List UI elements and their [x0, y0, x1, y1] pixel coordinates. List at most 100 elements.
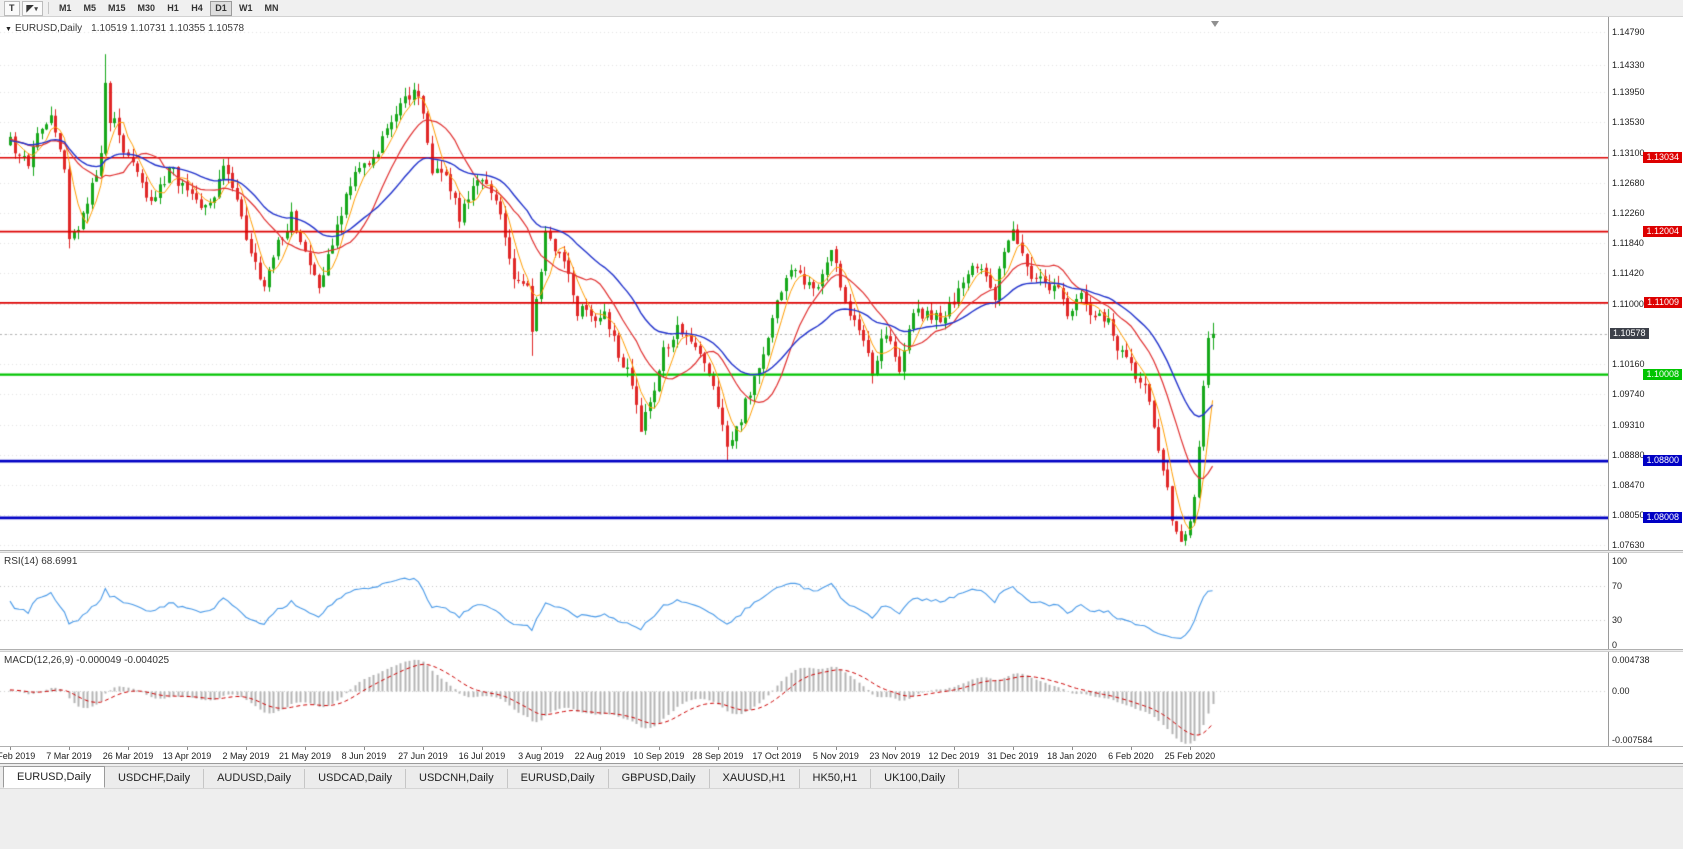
date-label: 7 Mar 2019 — [46, 751, 92, 761]
rsi-scale-label: 100 — [1612, 556, 1628, 566]
timeframe-button-m30[interactable]: M30 — [132, 1, 160, 16]
timeframe-button-m1[interactable]: M1 — [54, 1, 77, 16]
hline-price-badge[interactable]: 1.08800 — [1643, 455, 1682, 467]
date-tick — [186, 747, 188, 750]
date-label: 13 Apr 2019 — [162, 751, 212, 761]
rsi-indicator-panel: RSI(14) 68.6991 — [0, 553, 1608, 649]
macd-label: MACD(12,26,9) -0.000049 -0.004025 — [4, 655, 170, 666]
rsi-scale-label: 0 — [1612, 640, 1618, 650]
hline-price-badge[interactable]: 1.13034 — [1643, 151, 1682, 163]
date-tick — [1189, 747, 1191, 750]
date-label: 25 Feb 2020 — [1164, 751, 1216, 761]
chart-tab-3[interactable]: USDCAD,Daily — [305, 769, 407, 788]
price-tick-label: 1.12260 — [1612, 208, 1645, 219]
chart-tab-6[interactable]: GBPUSD,Daily — [609, 769, 710, 788]
date-tick — [540, 747, 542, 750]
chart-tab-5[interactable]: EURUSD,Daily — [508, 769, 609, 788]
price-tick-label: 1.11000 — [1612, 298, 1644, 309]
rsi-scale-label: 30 — [1612, 614, 1623, 625]
chart-tabs-bar: EURUSD,Daily USDCHF,Daily AUDUSD,Daily USDC… — [0, 766, 1683, 789]
date-tick — [776, 747, 778, 750]
current-price-badge: 1.10578 — [1610, 327, 1649, 339]
price-axis-column[interactable]: 1.14790 1.14330 1.13950 1.13530 1.13100 1.126… — [1608, 17, 1683, 746]
date-tick — [835, 747, 837, 750]
chart-ohlc-values: 1.10519 1.10731 1.10355 1.10578 — [91, 23, 245, 34]
macd-canvas[interactable] — [0, 652, 1608, 746]
date-label: 8 Jun 2019 — [341, 751, 387, 761]
date-label: 16 Jul 2019 — [458, 751, 506, 761]
date-label: 2 May 2019 — [222, 751, 270, 761]
timeframe-button-w1[interactable]: W1 — [234, 1, 258, 16]
price-tick-label: 1.14790 — [1612, 27, 1645, 37]
date-label: 12 Dec 2019 — [928, 751, 980, 761]
panel-resize-handle-macd[interactable] — [0, 649, 1683, 652]
price-tick-label: 1.14330 — [1612, 59, 1645, 70]
date-label: 27 Jun 2019 — [398, 751, 448, 761]
chart-tab-7[interactable]: XAUUSD,H1 — [710, 769, 800, 788]
date-tick — [481, 747, 483, 750]
chart-tab-9[interactable]: UK100,Daily — [871, 769, 960, 788]
date-label: 22 Aug 2019 — [574, 751, 626, 761]
price-chart-canvas[interactable] — [0, 17, 1608, 550]
macd-scale-label: -0.007584 — [1612, 735, 1653, 745]
price-tick-label: 1.09310 — [1612, 419, 1645, 430]
date-tick — [717, 747, 719, 750]
price-tick-label: 1.13530 — [1612, 117, 1645, 128]
date-tick — [127, 747, 129, 750]
chart-tab-4[interactable]: USDCNH,Daily — [406, 769, 508, 788]
date-label: 17 Oct 2019 — [752, 751, 802, 761]
chart-title: ▼ EURUSD,Daily 1.10519 1.10731 1.10355 1.1… — [5, 23, 244, 34]
toolbar-separator — [47, 2, 49, 14]
timeframe-button-m5[interactable]: M5 — [78, 1, 101, 16]
macd-indicator-panel: MACD(12,26,9) -0.000049 -0.004025 — [0, 652, 1608, 746]
date-tick — [953, 747, 955, 750]
timeframe-button-m15[interactable]: M15 — [103, 1, 131, 16]
price-tick-label: 1.10160 — [1612, 358, 1645, 369]
hline-price-badge[interactable]: 1.10008 — [1643, 368, 1682, 380]
pointer-icon: ◤ — [26, 2, 34, 13]
date-tick — [599, 747, 601, 750]
date-label: 16 Feb 2019 — [0, 751, 36, 761]
chart-tab-8[interactable]: HK50,H1 — [800, 769, 872, 788]
pointer-tool-button[interactable]: ◤▾ — [21, 0, 43, 16]
price-tick-label: 1.08050 — [1612, 509, 1645, 520]
price-tick-label: 1.09740 — [1612, 388, 1645, 399]
date-label: 28 Sep 2019 — [692, 751, 744, 761]
date-tick — [245, 747, 247, 750]
date-tick — [658, 747, 660, 750]
date-tick — [10, 747, 11, 750]
price-tick-label: 1.13100 — [1612, 148, 1645, 159]
date-label: 3 Aug 2019 — [518, 751, 564, 761]
dropdown-arrow-icon: ▾ — [34, 5, 38, 13]
date-tick — [422, 747, 424, 750]
chart-symbol-label: EURUSD,Daily — [14, 23, 83, 34]
hline-price-badge[interactable]: 1.08008 — [1643, 511, 1682, 523]
price-tick-label: 1.07630 — [1612, 540, 1645, 550]
date-label: 10 Sep 2019 — [633, 751, 685, 761]
hline-price-badge[interactable]: 1.11009 — [1644, 296, 1682, 308]
price-tick-label: 1.08470 — [1612, 479, 1645, 490]
price-chart-panel: ▼ EURUSD,Daily 1.10519 1.10731 1.10355 1.1… — [0, 17, 1608, 550]
date-tick — [363, 747, 365, 750]
price-tick-label: 1.11840 — [1612, 238, 1644, 249]
date-tick — [894, 747, 896, 750]
date-label: 23 Nov 2019 — [869, 751, 921, 761]
timeframe-button-h4[interactable]: H4 — [186, 1, 208, 16]
panel-resize-handle-rsi[interactable] — [0, 550, 1683, 553]
text-tool-button[interactable]: T — [4, 0, 20, 16]
timeframe-button-h1[interactable]: H1 — [162, 1, 184, 16]
rsi-canvas[interactable] — [0, 553, 1608, 649]
date-axis[interactable]: 16 Feb 2019 7 Mar 2019 26 Mar 2019 13 Apr 2… — [0, 746, 1683, 764]
timeframe-button-d1[interactable]: D1 — [210, 0, 232, 16]
chart-tab-2[interactable]: AUDUSD,Daily — [204, 769, 306, 788]
chart-tab-0[interactable]: EURUSD,Daily — [3, 766, 105, 788]
price-tick-label: 1.11420 — [1612, 268, 1644, 279]
chart-tab-1[interactable]: USDCHF,Daily — [105, 769, 205, 788]
chart-shift-marker-icon[interactable] — [1211, 21, 1219, 27]
hline-price-badge[interactable]: 1.12004 — [1643, 225, 1682, 237]
date-label: 5 Nov 2019 — [812, 751, 859, 761]
timeframe-button-mn[interactable]: MN — [260, 1, 284, 16]
rsi-label: RSI(14) 68.6991 — [4, 556, 78, 567]
date-tick — [1012, 747, 1014, 750]
